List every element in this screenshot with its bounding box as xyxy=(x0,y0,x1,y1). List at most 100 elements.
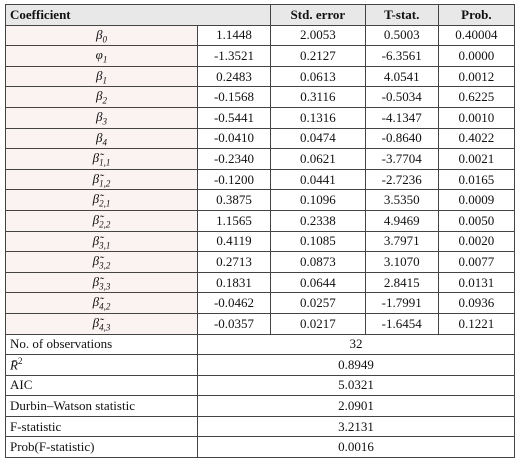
value-cell: 0.5003 xyxy=(364,24,439,47)
value-cell: -2.7236 xyxy=(364,168,439,191)
value-cell: -0.5441 xyxy=(196,106,272,129)
symbol-cell: β1 xyxy=(5,65,198,88)
value-cell: 0.6225 xyxy=(437,86,516,108)
stat-label: No. of observations xyxy=(5,333,198,356)
header-cell: Std. error xyxy=(270,4,366,26)
symbol-subscript: 1,1 xyxy=(99,157,111,168)
value-cell: 0.0131 xyxy=(437,271,516,294)
symbol-cell: β̃2,1 xyxy=(5,189,198,211)
value-cell: 0.2713 xyxy=(196,251,272,273)
value-cell: 0.1085 xyxy=(270,230,366,253)
value-cell: 0.3875 xyxy=(196,189,272,211)
symbol: β̃ xyxy=(92,253,100,269)
symbol-cell: β̃2,2 xyxy=(5,209,198,232)
stat-row: AIC 5.0321 xyxy=(5,374,515,397)
symbol-cell: β̃4,2 xyxy=(5,292,198,314)
symbol-cell: β̃1,2 xyxy=(5,168,198,191)
symbol-cell: β4 xyxy=(5,127,198,150)
coef-row: β1 0.2483 0.0613 4.0541 0.0012 xyxy=(5,65,516,88)
stat-label: AIC xyxy=(5,374,198,397)
coef-row: β2 -0.1568 0.3116 -0.5034 0.6225 xyxy=(5,86,516,108)
symbol-subscript: 0 xyxy=(102,34,107,45)
value-cell: 0.0050 xyxy=(437,209,516,232)
regression-table: Coefficient Std. error T-stat. Prob. β0 1.144… xyxy=(4,4,516,459)
value-cell: 3.1070 xyxy=(364,251,439,273)
value-cell: 0.1221 xyxy=(437,312,516,335)
value-cell: 0.0077 xyxy=(437,251,516,273)
symbol-cell: φ1 xyxy=(5,45,198,67)
stat-value: 0.0016 xyxy=(197,436,515,459)
value-cell: 0.0936 xyxy=(437,292,516,314)
value-cell: -0.5034 xyxy=(364,86,439,108)
value-cell: 0.2338 xyxy=(270,209,366,232)
symbol: β̃ xyxy=(92,294,100,310)
coef-row: β̃3,2 0.2713 0.0873 3.1070 0.0077 xyxy=(5,251,516,273)
stat-row: F-statistic 3.2131 xyxy=(5,415,515,438)
symbol: β̃ xyxy=(92,211,100,227)
stat-value: 0.8949 xyxy=(197,354,515,376)
value-cell: -0.2340 xyxy=(196,148,272,170)
value-cell: 0.1316 xyxy=(270,106,366,129)
value-cell: 0.0613 xyxy=(270,65,366,88)
header-cell: T-stat. xyxy=(364,4,439,26)
value-cell: 0.1096 xyxy=(270,189,366,211)
stat-value: 2.0901 xyxy=(197,395,515,417)
value-cell: 4.0541 xyxy=(364,65,439,88)
symbol: β̃ xyxy=(92,191,100,207)
symbol-subscript: 2 xyxy=(102,95,107,106)
symbol: β xyxy=(96,129,103,145)
coef-row: β3 -0.5441 0.1316 -4.1347 0.0010 xyxy=(5,106,516,129)
value-cell: -6.3561 xyxy=(364,45,439,67)
stat-row: Prob(F-statistic) 0.0016 xyxy=(5,436,515,459)
symbol-cell: β0 xyxy=(5,24,198,47)
value-cell: 0.0020 xyxy=(437,230,516,253)
stat-value: 32 xyxy=(197,333,515,356)
value-cell: 0.0644 xyxy=(270,271,366,294)
value-cell: 2.0053 xyxy=(270,24,366,47)
stat-row: Durbin–Watson statistic 2.0901 xyxy=(5,395,515,417)
value-cell: 3.7971 xyxy=(364,230,439,253)
symbol-subscript: 3,2 xyxy=(99,260,111,271)
symbol: β xyxy=(96,67,103,83)
symbol-subscript: 4,2 xyxy=(99,301,111,312)
value-cell: 0.0621 xyxy=(270,148,366,170)
value-cell: -0.0462 xyxy=(196,292,272,314)
value-cell: 0.0010 xyxy=(437,106,516,129)
value-cell: 0.40004 xyxy=(437,24,516,47)
stat-row: No. of observations 32 xyxy=(5,333,515,356)
stat-value: 5.0321 xyxy=(197,374,515,397)
coef-row: β̃4,2 -0.0462 0.0257 -1.7991 0.0936 xyxy=(5,292,516,314)
stat-row: R̄2 0.8949 xyxy=(5,354,515,376)
stat-value: 3.2131 xyxy=(197,415,515,438)
symbol-subscript: 3 xyxy=(102,116,107,127)
symbol-cell: β̃4,3 xyxy=(5,312,198,335)
value-cell: 1.1448 xyxy=(196,24,272,47)
value-cell: -1.3521 xyxy=(196,45,272,67)
symbol-cell: β̃1,1 xyxy=(5,148,198,170)
symbol: β̃ xyxy=(92,273,100,289)
symbol-subscript: 2,1 xyxy=(99,198,111,209)
coef-row: β0 1.1448 2.0053 0.5003 0.40004 xyxy=(5,24,516,47)
symbol: β̃ xyxy=(92,314,100,330)
value-cell: 0.3116 xyxy=(270,86,366,108)
stat-superscript: 2 xyxy=(17,356,23,367)
value-cell: -0.8640 xyxy=(364,127,439,150)
value-cell: -0.1200 xyxy=(196,168,272,191)
value-cell: 2.8415 xyxy=(364,271,439,294)
symbol-subscript: 3,3 xyxy=(99,281,111,292)
value-cell: 0.1831 xyxy=(196,271,272,294)
coef-row: φ1 -1.3521 0.2127 -6.3561 0.0000 xyxy=(5,45,516,67)
header-row: Coefficient Std. error T-stat. Prob. xyxy=(4,4,516,26)
value-cell: 0.0217 xyxy=(270,312,366,335)
symbol-cell: β2 xyxy=(5,86,198,108)
value-cell: -0.0357 xyxy=(196,312,272,335)
value-cell: 0.0474 xyxy=(270,127,366,150)
value-cell: 0.0000 xyxy=(437,45,516,67)
symbol-cell: β̃3,2 xyxy=(5,251,198,273)
coef-row: β̃3,3 0.1831 0.0644 2.8415 0.0131 xyxy=(5,271,516,294)
coef-row: β̃3,1 0.4119 0.1085 3.7971 0.0020 xyxy=(5,230,516,253)
header-cell: Prob. xyxy=(437,4,516,26)
symbol-subscript: 1 xyxy=(102,75,107,86)
value-cell: -0.0410 xyxy=(196,127,272,150)
